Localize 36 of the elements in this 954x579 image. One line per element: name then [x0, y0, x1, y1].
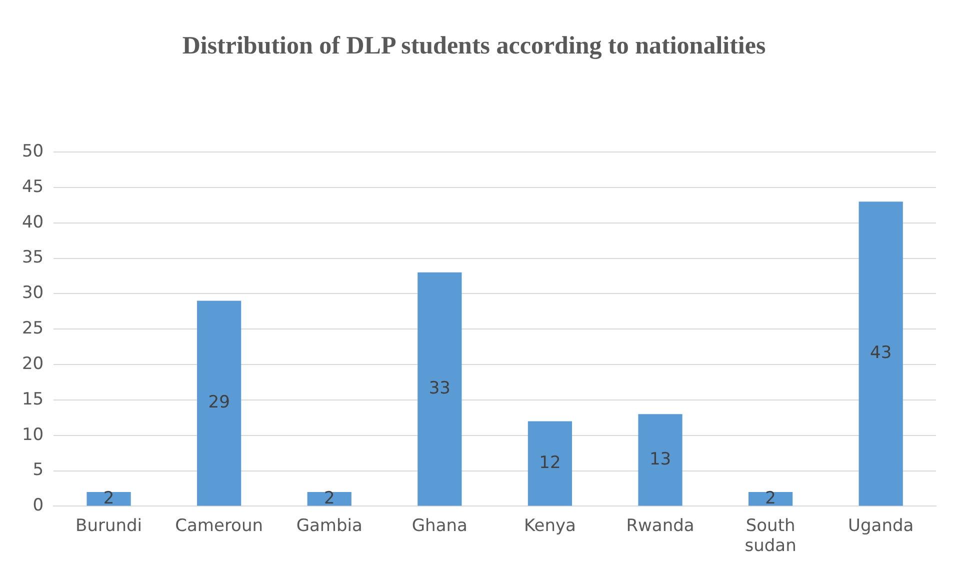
data-label: 2 [324, 488, 335, 508]
bar [858, 202, 903, 506]
y-tick-label: 10 [22, 424, 44, 445]
y-tick-label: 40 [22, 212, 44, 232]
y-tick-label: 15 [22, 389, 44, 410]
bar [638, 414, 682, 506]
x-tick-label: Kenya [524, 516, 576, 536]
chart-title: Distribution of DLP students according to nationalities [182, 32, 766, 60]
bar [86, 492, 131, 506]
y-tick-label: 25 [22, 318, 44, 339]
y-tick-label: 0 [32, 496, 44, 516]
x-tick-label: South sudan [744, 516, 796, 556]
y-tick-label: 35 [22, 248, 44, 268]
data-label: 33 [428, 378, 450, 398]
bar [197, 300, 242, 506]
x-tick-label: Rwanda [626, 516, 694, 536]
y-tick-label: 45 [22, 176, 44, 197]
y-tick-label: 20 [22, 354, 44, 374]
x-tick-label: Cameroun [175, 516, 264, 536]
bar [307, 492, 352, 506]
bar [418, 272, 462, 506]
y-tick-label: 30 [22, 283, 44, 304]
data-label: 12 [539, 452, 561, 473]
x-tick-label: Ghana [412, 516, 468, 536]
data-label: 43 [870, 343, 892, 364]
x-tick-label: Uganda [848, 516, 914, 536]
x-tick-label: Gambia [296, 516, 362, 536]
bar [748, 492, 793, 506]
data-label: 2 [765, 488, 776, 508]
data-label: 29 [208, 392, 230, 413]
data-label: 2 [103, 488, 114, 508]
x-tick-label: Burundi [76, 516, 142, 536]
bar [528, 421, 572, 506]
y-tick-label: 5 [32, 460, 44, 480]
y-tick-label: 50 [22, 141, 44, 162]
data-label: 13 [649, 449, 672, 470]
